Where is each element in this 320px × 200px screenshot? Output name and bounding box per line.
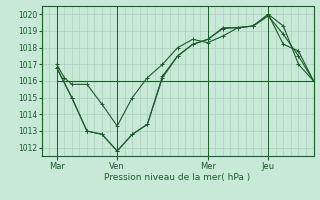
- X-axis label: Pression niveau de la mer( hPa ): Pression niveau de la mer( hPa ): [104, 173, 251, 182]
